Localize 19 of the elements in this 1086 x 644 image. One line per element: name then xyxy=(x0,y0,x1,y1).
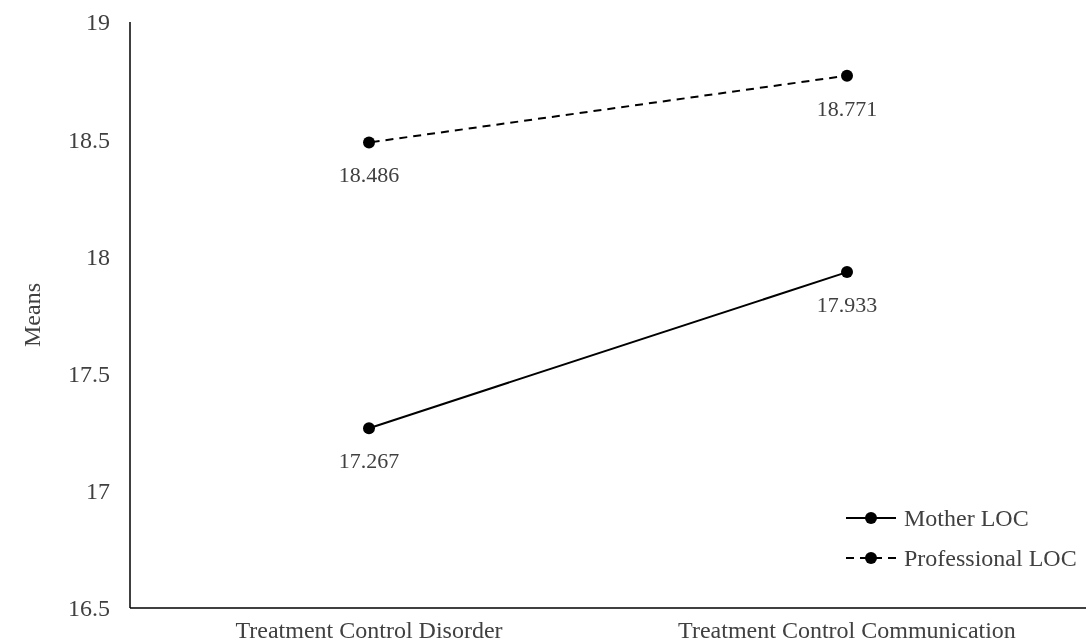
legend-label: Professional LOC xyxy=(904,545,1077,572)
y-tick-label: 17 xyxy=(86,478,110,505)
point xyxy=(841,266,853,279)
data-label: 18.771 xyxy=(816,95,878,121)
y-tick-label: 18 xyxy=(86,243,110,270)
y-tick-label: 16.5 xyxy=(68,595,110,622)
y-axis-title: Means xyxy=(19,283,45,347)
data-label: 17.267 xyxy=(338,448,400,474)
data-label: 18.486 xyxy=(338,162,400,188)
x-tick-label: Treatment Control Disorder xyxy=(235,617,503,643)
point xyxy=(363,422,375,435)
point xyxy=(841,69,853,82)
legend-label: Mother LOC xyxy=(904,505,1029,532)
data-label: 17.933 xyxy=(816,292,878,318)
y-tick-label: 17.5 xyxy=(68,361,110,387)
x-tick-label: Treatment Control Communication xyxy=(678,617,1016,643)
y-tick-label: 19 xyxy=(86,9,110,36)
y-tick-label: 18.5 xyxy=(68,126,110,153)
point xyxy=(363,136,375,149)
